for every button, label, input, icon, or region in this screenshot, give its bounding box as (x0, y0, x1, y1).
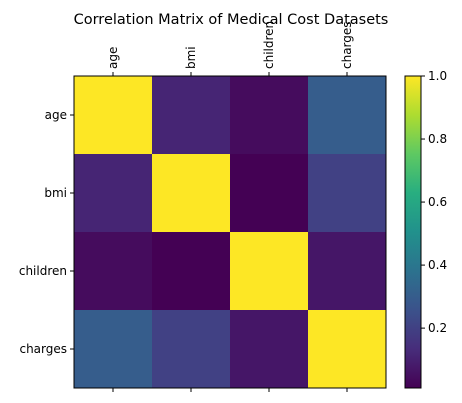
colorbar (404, 75, 422, 389)
heatmap-cell (152, 232, 231, 311)
y-tick-label: charges (19, 342, 67, 356)
heatmap-cell (74, 310, 153, 389)
heatmap-cell (74, 76, 153, 155)
colorbar-tick-label: 0.8 (428, 132, 447, 146)
y-tick-label: bmi (44, 186, 67, 200)
chart-title: Correlation Matrix of Medical Cost Datas… (74, 12, 389, 28)
heatmap-cell (230, 310, 309, 389)
heatmap-cell (152, 310, 231, 389)
x-tick-label: children (262, 21, 276, 69)
y-tick-label: age (45, 108, 67, 122)
heatmap-cell (230, 232, 309, 311)
x-axis-ticks: age bmi children charges (106, 21, 354, 392)
heatmap-cell (308, 154, 387, 233)
heatmap-cell (230, 76, 309, 155)
x-tick-label: age (106, 47, 120, 69)
heatmap-cells (74, 76, 387, 389)
heatmap-cell (74, 154, 153, 233)
heatmap-cell (152, 76, 231, 155)
x-tick-label: bmi (184, 46, 198, 69)
colorbar-tick-label: 0.6 (428, 195, 447, 209)
x-tick-label: charges (340, 21, 354, 69)
heatmap-cell (230, 154, 309, 233)
y-axis-ticks: age bmi children charges (19, 108, 74, 356)
heatmap-cell (152, 154, 231, 233)
heatmap-cell (308, 76, 387, 155)
plot-frame (73, 75, 387, 389)
heatmap-cell (74, 232, 153, 311)
colorbar-tick-label: 0.2 (428, 321, 447, 335)
y-tick-label: children (19, 264, 67, 278)
heatmap-cell (308, 310, 387, 389)
colorbar-ticks: 0.2 0.4 0.6 0.8 1.0 (421, 69, 447, 335)
colorbar-tick-label: 0.4 (428, 258, 447, 272)
colorbar-tick-label: 1.0 (428, 69, 447, 83)
heatmap-cell (308, 232, 387, 311)
